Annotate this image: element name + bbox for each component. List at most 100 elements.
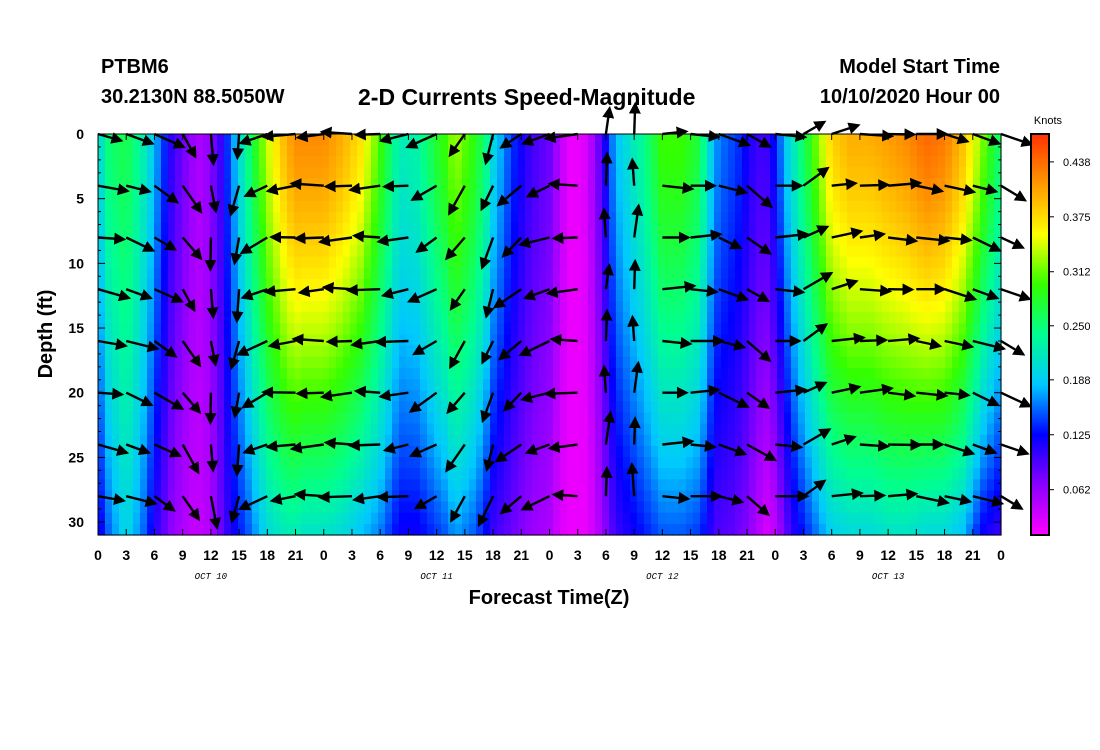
heatmap-cell [210,167,218,180]
heatmap-cell [287,379,295,391]
current-vector [236,339,268,356]
heatmap-cell [777,512,785,525]
heatmap-cell [441,457,449,469]
heatmap-cell [931,423,939,436]
heatmap-cell [826,523,834,536]
heatmap-cell [966,223,974,235]
current-vector [263,284,296,297]
heatmap-cell [371,401,379,414]
heatmap-cell [378,178,386,191]
heatmap-cell [581,412,589,425]
heatmap-cell [791,211,799,224]
heatmap-cell [448,223,456,235]
heatmap-cell [553,234,561,246]
heatmap-cell [791,256,799,269]
heatmap-cell [462,145,470,157]
heatmap-cell [588,211,596,224]
heatmap-cell [224,412,232,425]
heatmap-cell [189,256,197,269]
heatmap-cell [301,301,309,313]
heatmap-cell [343,434,351,447]
heatmap-cell [672,323,680,336]
current-vector [1000,495,1024,510]
heatmap-cell [154,245,162,258]
heatmap-cell [896,312,904,324]
heatmap-cell [973,356,981,369]
heatmap-cell [931,134,939,146]
heatmap-cell [623,178,631,191]
heatmap-cell [427,301,435,313]
heatmap-cell [224,301,232,313]
heatmap-cell [287,479,295,492]
heatmap-cell [392,312,400,324]
heatmap-cell [448,412,456,425]
heatmap-cell [140,234,148,246]
heatmap-cell [581,367,589,380]
heatmap-cell [896,379,904,391]
heatmap-cell [224,501,232,514]
heatmap-cell [294,267,302,280]
heatmap-cell [147,289,155,302]
heatmap-cell [679,512,687,525]
heatmap-cell [644,223,652,235]
heatmap-cell [952,245,960,258]
heatmap-cell [777,401,785,414]
x-tick-label: 18 [711,547,727,563]
heatmap-cell [798,423,806,436]
heatmap-cell [357,312,365,324]
heatmap-cell [518,334,526,347]
heatmap-cell [119,301,127,313]
heatmap-cell [882,512,890,525]
heatmap-cell [217,401,225,414]
heatmap-cell [539,356,547,369]
heatmap-cell [588,512,596,525]
current-vector [479,237,495,270]
heatmap-cell [427,134,435,146]
heatmap-cell [756,200,764,213]
heatmap-cell [826,200,834,213]
heatmap-cell [735,390,743,402]
heatmap-cell [791,379,799,391]
heatmap-cell [840,379,848,391]
heatmap-cell [903,134,911,146]
heatmap-cell [161,457,169,469]
heatmap-cell [728,468,736,480]
heatmap-cell [280,412,288,425]
heatmap-cell [427,367,435,380]
heatmap-cell [945,211,953,224]
heatmap-cell [175,178,183,191]
heatmap-cell [588,479,596,492]
heatmap-cell [378,457,386,469]
heatmap-cell [336,289,344,302]
heatmap-cell [644,167,652,180]
heatmap-cell [581,323,589,336]
heatmap-cell [658,512,666,525]
heatmap-cell [105,401,113,414]
heatmap-cell [630,189,638,202]
heatmap-cell [693,223,701,235]
heatmap-cell [763,156,771,169]
heatmap-cell [273,468,281,480]
heatmap-cell [749,301,757,313]
heatmap-cell [259,178,267,191]
heatmap-cell [518,211,526,224]
heatmap-cell [896,457,904,469]
heatmap-cell [539,323,547,336]
heatmap-cell [504,412,512,425]
heatmap-cell [504,334,512,347]
heatmap-cell [322,223,330,235]
x-tick-label: 3 [122,547,130,563]
heatmap-cell [217,312,225,324]
heatmap-cell [791,423,799,436]
heatmap-cell [679,345,687,358]
current-vector [598,207,611,238]
heatmap-cell [882,457,890,469]
heatmap-cell [693,189,701,202]
heatmap-cell [406,367,414,380]
heatmap-cell [791,189,799,202]
heatmap-cell [812,289,820,302]
heatmap-cell [854,200,862,213]
heatmap-cell [903,211,911,224]
heatmap-cell [140,167,148,180]
heatmap-cell [588,334,596,347]
